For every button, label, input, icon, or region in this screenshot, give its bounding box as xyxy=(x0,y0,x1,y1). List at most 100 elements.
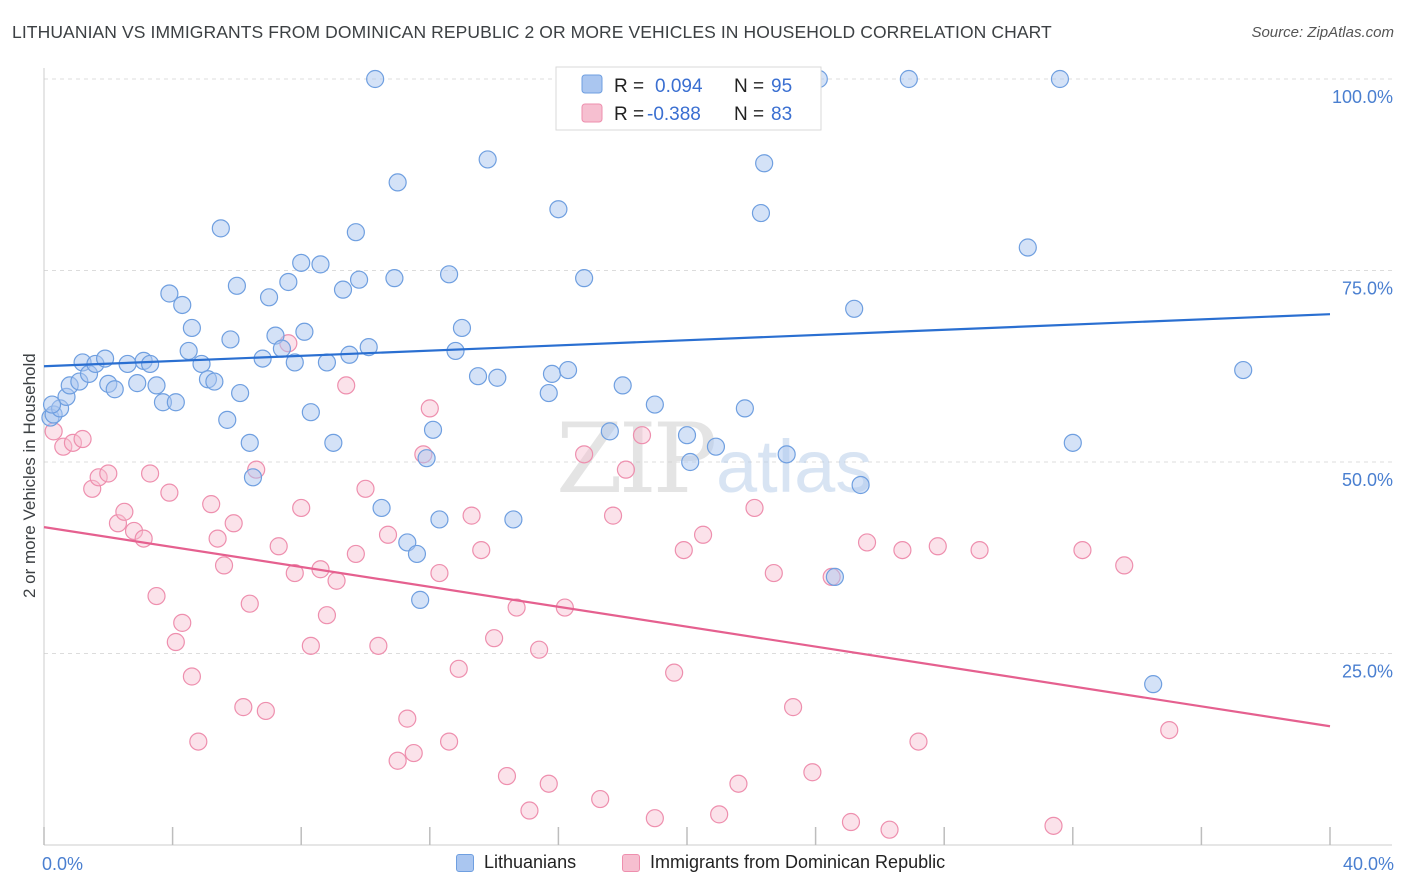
dominican-point xyxy=(388,751,407,770)
dominican-point xyxy=(439,732,459,751)
dominican-point xyxy=(301,636,320,655)
chart-title: LITHUANIAN VS IMMIGRANTS FROM DOMINICAN … xyxy=(12,22,1052,42)
legend-r-label-2: R = xyxy=(614,104,644,125)
y-axis-label: 2 or more Vehicles in Household xyxy=(20,353,39,598)
lithuanian-point xyxy=(468,367,488,386)
lithuanian-point xyxy=(192,354,211,374)
lithuanian-point xyxy=(317,353,337,372)
lithuanian-point xyxy=(295,322,314,341)
dominican-point xyxy=(54,437,73,456)
x-tick-label: 0.0% xyxy=(42,854,83,874)
dominican-point xyxy=(497,766,517,786)
dominican-point xyxy=(208,529,227,548)
dominican-point xyxy=(616,460,636,479)
source-label: Source: ZipAtlas.com xyxy=(1251,24,1394,41)
dominican-point xyxy=(1073,540,1092,560)
dominican-point xyxy=(970,540,989,560)
y-tick-label: 25.0% xyxy=(1342,662,1393,682)
lithuanian-point xyxy=(259,288,279,307)
lithuanian-point xyxy=(359,338,378,357)
lithuanian-point xyxy=(333,280,353,299)
dominican-point xyxy=(285,563,304,583)
lithuanian-point xyxy=(1234,360,1253,380)
dominican-point xyxy=(507,598,526,617)
dominican-point xyxy=(645,809,664,828)
bottom-legend-label-2: Immigrants from Dominican Republic xyxy=(650,852,946,872)
lithuanian-point xyxy=(677,426,697,445)
lithuanian-point xyxy=(504,510,523,529)
dominican-point xyxy=(378,525,398,544)
legend: R = 0.094 N = 95 R = -0.388 N = 83 xyxy=(555,66,822,131)
dominican-point xyxy=(928,537,947,556)
dominican-point xyxy=(857,533,877,552)
legend-blue-swatch xyxy=(581,74,603,94)
dominican-point xyxy=(214,556,234,575)
y-tick-label: 100.0% xyxy=(1332,87,1393,107)
dominican-point xyxy=(346,544,365,564)
dominican-point xyxy=(63,433,83,452)
lithuanian-point xyxy=(301,403,320,422)
series-lithuanians-points xyxy=(41,69,1253,694)
lithuanian-point xyxy=(324,433,343,452)
dominican-point xyxy=(99,464,118,483)
dominican-point xyxy=(182,667,201,686)
dominican-point xyxy=(665,663,684,682)
legend-n-value-2: 83 xyxy=(771,104,792,125)
bottom-legend-dominican: Immigrants from Dominican Republic xyxy=(622,852,945,873)
dominican-point xyxy=(202,495,221,514)
dominican-point xyxy=(108,514,128,533)
dominican-point xyxy=(356,479,375,498)
lithuanian-point xyxy=(366,69,385,89)
dominican-point xyxy=(256,701,275,721)
lithuanian-point xyxy=(105,380,124,399)
dominican-point xyxy=(140,464,160,483)
legend-r-label-1: R = xyxy=(614,76,644,97)
lithuanian-point xyxy=(243,468,263,487)
lithuanian-point xyxy=(851,475,870,495)
dominican-point xyxy=(83,479,102,498)
y-tick-label: 50.0% xyxy=(1342,470,1393,490)
lithuanian-point xyxy=(211,219,230,238)
lithuanian-point xyxy=(899,69,918,89)
dominican-point xyxy=(764,563,783,583)
lithuanian-point xyxy=(645,395,664,414)
lithuanian-point xyxy=(488,368,507,387)
dominican-point xyxy=(398,709,417,728)
dominican-point xyxy=(269,537,288,556)
lithuanian-point xyxy=(227,276,246,295)
lithuanian-point xyxy=(372,498,391,518)
lithuanian-point xyxy=(681,452,700,472)
dominican-swatch xyxy=(622,853,640,872)
bottom-legend-label-1: Lithuanians xyxy=(484,852,577,872)
dominican-point xyxy=(1160,720,1179,740)
lithuanian-point xyxy=(205,372,224,391)
dominican-point xyxy=(909,732,928,751)
dominican-point xyxy=(369,636,388,655)
lithuanian-point xyxy=(845,299,864,318)
legend-r-value-1: 0.094 xyxy=(655,76,703,97)
lithuanian-point xyxy=(558,360,578,380)
dominican-point xyxy=(160,483,179,502)
lithuanian-point xyxy=(385,269,404,288)
lithuanian-point xyxy=(411,590,430,609)
lithuanian-point xyxy=(160,284,179,303)
legend-pink-swatch xyxy=(581,103,603,123)
lithuanian-point xyxy=(292,253,311,272)
lithuanian-point xyxy=(706,437,726,456)
lithuanian-point xyxy=(272,339,292,358)
dominican-point xyxy=(1115,556,1134,575)
lithuanian-point xyxy=(777,445,796,464)
dominican-point xyxy=(485,629,504,648)
lithuanian-point xyxy=(539,383,558,403)
lithuanian-point xyxy=(735,399,754,418)
dominican-point xyxy=(337,376,356,395)
dominican-point xyxy=(462,506,481,525)
dominican-point xyxy=(115,502,134,521)
dominican-point xyxy=(449,659,468,678)
lithuanian-point xyxy=(452,318,472,338)
grid-lines xyxy=(44,78,1392,654)
lithuanian-point xyxy=(613,376,632,395)
lithuanian-point xyxy=(1018,238,1037,257)
lithuanian-point xyxy=(417,449,436,468)
